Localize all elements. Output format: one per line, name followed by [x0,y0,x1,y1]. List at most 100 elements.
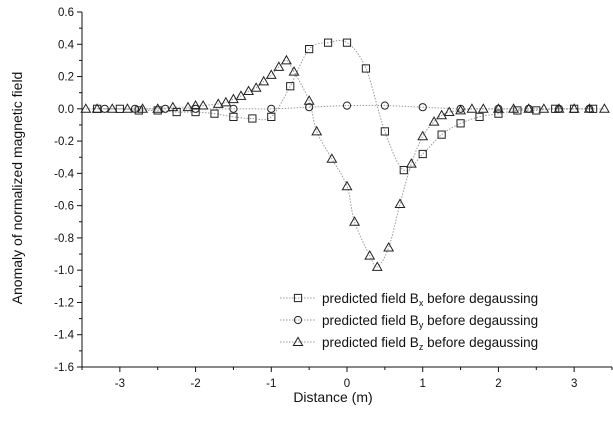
data-point-triangle [349,216,361,226]
y-tick-label: 0.0 [58,104,74,116]
data-point-square [494,109,503,118]
y-tick-label: -1.6 [54,362,74,374]
data-point-triangle [371,261,383,271]
data-point-square [286,82,295,91]
x-tick-label: -2 [190,378,200,390]
data-point-triangle [250,82,262,92]
data-point-triangle [182,101,194,112]
data-point-triangle [364,250,376,260]
data-point-circle [380,101,389,110]
data-point-triangle [258,75,270,86]
legend: predicted field Bx before degaussing pred… [280,291,538,352]
x-tick-label: 1 [420,378,426,390]
data-point-square [418,149,427,159]
data-point-circle [100,104,109,113]
data-point-triangle [137,103,149,113]
data-point-triangle [265,69,277,79]
x-tick-label: -1 [266,378,276,390]
data-point-triangle [197,99,209,110]
data-point-triangle [190,99,202,110]
data-point-circle [267,104,276,113]
data-point-square [475,112,484,121]
y-tick-label: 0.2 [58,72,74,84]
data-point-triangle [428,116,440,126]
data-point-circle [418,103,427,112]
y-tick-label: -0.8 [54,233,74,245]
data-point-triangle [288,66,300,76]
data-point-square [115,104,124,113]
y-tick-label: 0.6 [58,7,74,19]
y-tick-label: -1.2 [54,297,74,309]
data-point-square [342,38,352,47]
data-point-triangle [167,101,179,112]
x-tick-label: 3 [571,378,577,390]
legend-label: predicted field Bx before degaussing [322,291,538,308]
data-point-circle [342,101,352,110]
data-point-triangle [455,104,467,115]
data-point-square [399,166,408,175]
series-line-triangle [85,59,605,268]
data-point-triangle [152,103,164,113]
y-tick-label: -0.4 [54,168,74,180]
x-tick-label: 0 [344,378,350,390]
data-point-triangle [553,103,565,113]
data-point-triangle [417,130,429,141]
data-point-triangle [443,106,455,116]
data-point-triangle [341,180,353,191]
data-point-square [134,106,143,115]
data-point-square [267,112,276,121]
data-point-triangle [405,158,417,168]
data-point-triangle [568,103,580,113]
data-point-square [191,107,200,117]
data-point-triangle [436,109,448,120]
data-point-square [437,130,446,139]
data-point-square [229,112,238,121]
legend-label: predicted field By before degaussing [322,313,538,330]
data-point-square [323,38,333,47]
data-point-triangle [243,85,255,96]
data-point-triangle [311,125,323,136]
legend-label: predicted field Bz before degaussing [322,335,538,352]
data-point-triangle [598,103,610,113]
data-point-triangle [492,103,504,113]
data-point-circle [229,104,238,113]
series-lines [85,39,605,268]
y-tick-label: -0.2 [54,136,74,148]
y-tick-label: 0.4 [58,39,75,51]
data-point-circle [305,103,314,112]
data-point-triangle [220,96,232,107]
data-point-triangle [227,93,239,104]
x-tick-label: 2 [495,378,501,390]
data-point-triangle [523,103,535,113]
x-axis-title: Distance (m) [293,389,372,405]
series-markers [80,38,610,271]
y-tick-label: -1.0 [54,265,74,277]
data-point-circle [130,104,140,113]
data-point-triangle [212,98,224,108]
data-point-square [305,45,314,54]
data-point-triangle [121,103,133,113]
x-tick-label: -3 [115,378,125,390]
data-point-square [513,106,522,115]
data-point-triangle [80,103,92,113]
data-point-square [248,114,257,123]
legend-marker-square [293,293,303,303]
legend-marker-circle [293,315,303,325]
data-point-triangle [235,90,247,100]
data-point-triangle [273,61,285,71]
y-tick-label: -1.4 [54,330,74,342]
legend-marker-triangle [292,336,304,346]
tick-labels: 0.6 0.4 0.2 0.0 -0.2 -0.4 -0.6 -0.8 -1.0 -1.2 -1.4… [54,7,577,390]
y-axis-title: Anomaly of normalized magnetic field [9,72,25,305]
data-point-triangle [303,95,315,105]
data-point-triangle [538,103,550,113]
data-point-triangle [326,153,338,163]
data-point-square [380,127,389,136]
data-point-triangle [583,103,595,113]
data-point-triangle [383,241,395,252]
data-point-triangle [508,103,520,113]
data-point-triangle [91,103,103,113]
data-point-square [361,64,371,73]
